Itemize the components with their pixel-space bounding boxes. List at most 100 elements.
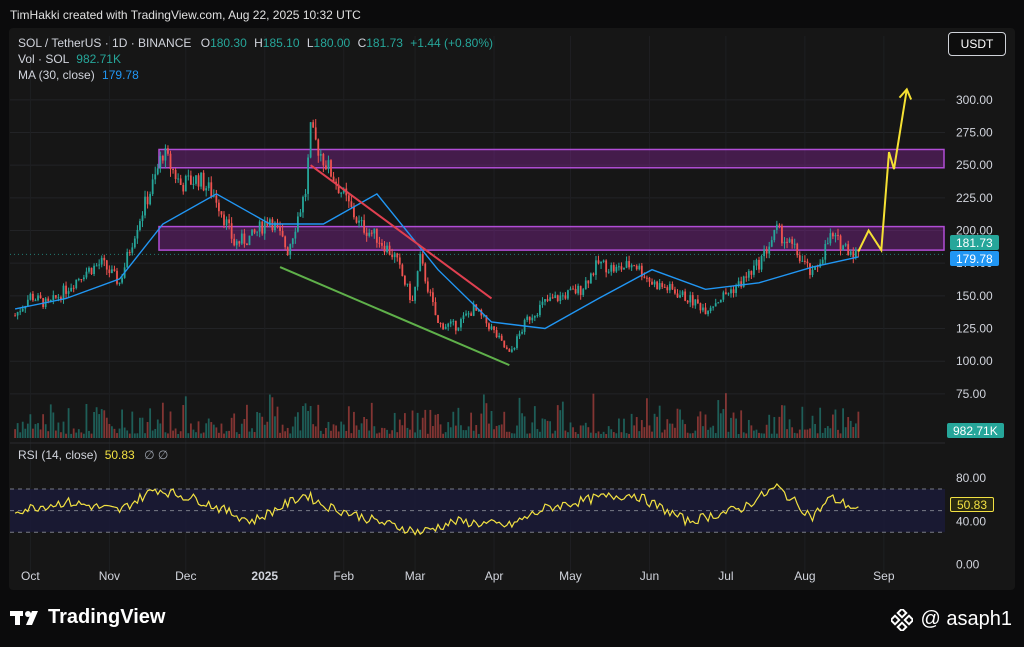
time-tick-label: Nov	[99, 569, 120, 583]
volume-bar	[750, 425, 753, 438]
volume-bar	[454, 425, 457, 438]
tradingview-brand[interactable]: TradingView	[10, 606, 165, 629]
candle-body	[584, 280, 587, 290]
rsi-legend: RSI (14, close) 50.83 ∅ ∅	[18, 448, 168, 462]
candle-body	[195, 175, 197, 184]
candle-body	[80, 279, 83, 281]
candle-body	[82, 277, 85, 280]
candle-body	[29, 293, 32, 300]
candle-body	[133, 238, 136, 248]
volume-bar	[365, 419, 368, 438]
volume-bar	[635, 417, 638, 438]
candle-body	[493, 326, 495, 331]
volume-bar	[296, 412, 299, 438]
candle-body	[712, 306, 715, 308]
volume-bar	[383, 428, 386, 438]
volume-bar	[801, 406, 804, 438]
volume-bar	[477, 433, 480, 438]
volume-bar	[633, 425, 636, 438]
volume-bar	[513, 433, 516, 438]
candle-body	[554, 295, 557, 299]
volume-bar	[824, 428, 827, 438]
volume-bar	[826, 426, 829, 438]
candle-body	[111, 269, 113, 274]
candle-body	[727, 293, 730, 295]
candle-body	[539, 304, 541, 316]
rsi-hidden-icons[interactable]: ∅ ∅	[144, 448, 169, 462]
candle-body	[337, 184, 340, 194]
price-tick-label: 250.00	[956, 158, 993, 172]
volume-bar	[238, 433, 241, 438]
candle-body	[289, 244, 292, 255]
volume-bar	[381, 427, 383, 438]
volume-bar	[218, 432, 220, 438]
candle-body	[268, 219, 271, 226]
volume-bar	[793, 432, 796, 438]
volume-bar	[837, 429, 839, 438]
candle-body	[709, 307, 712, 311]
volume-bar	[210, 422, 213, 438]
volume-bar	[133, 433, 136, 438]
volume-bar	[666, 419, 669, 438]
ma-30-line	[14, 192, 859, 330]
candle-body	[187, 175, 190, 177]
ohlc-close-label: C	[357, 36, 367, 50]
volume-bar	[735, 418, 737, 438]
volume-bar	[796, 433, 799, 438]
candle-body	[518, 333, 521, 337]
candle-body	[365, 232, 368, 236]
volume-bar	[192, 429, 195, 438]
ohlc-close: 181.73	[366, 36, 403, 50]
candle-body	[582, 289, 585, 295]
volume-bar	[409, 429, 411, 438]
candle-body	[314, 127, 317, 140]
candle-body	[694, 299, 697, 306]
candle-body	[251, 229, 253, 236]
candle-body	[717, 302, 720, 304]
time-tick-label: 2025	[251, 569, 278, 583]
candle-body	[447, 323, 450, 327]
candle-body	[722, 292, 725, 300]
candle-body	[421, 253, 424, 264]
candle-body	[154, 174, 157, 180]
candle-body	[414, 286, 416, 301]
candle-body	[508, 349, 511, 352]
candle-body	[510, 349, 513, 352]
candle-body	[452, 320, 455, 322]
volume-bar	[146, 422, 149, 438]
candle-body	[564, 295, 567, 299]
candle-body	[144, 196, 146, 216]
candle-body	[330, 160, 332, 177]
candle-body	[355, 217, 358, 223]
candle-body	[821, 259, 824, 264]
candle-body	[528, 316, 531, 321]
candle-body	[370, 232, 373, 234]
candle-body	[54, 295, 57, 298]
candle-body	[625, 261, 628, 268]
volume-bar	[100, 409, 103, 438]
candle-body	[482, 315, 485, 317]
candle-body	[849, 251, 852, 256]
volume-bar	[355, 425, 358, 438]
candle-body	[798, 255, 801, 262]
candle-body	[57, 297, 60, 299]
volume-bar	[684, 424, 687, 438]
candle-body	[620, 266, 623, 270]
volume-bar	[123, 427, 126, 438]
price-zone	[158, 148, 945, 169]
candle-body	[495, 330, 498, 338]
ohlc-high-label: H	[254, 36, 263, 50]
candle-body	[223, 214, 225, 226]
candle-body	[745, 276, 748, 278]
volume-bar	[60, 432, 62, 438]
volume-bar	[612, 432, 615, 438]
volume-bar	[332, 424, 335, 438]
candle-body	[62, 285, 65, 300]
volume-bar	[472, 430, 475, 438]
volume-bar	[111, 426, 113, 438]
volume-bar	[375, 433, 378, 438]
currency-button[interactable]: USDT	[948, 32, 1006, 56]
volume-bar	[775, 433, 778, 438]
candle-body	[128, 252, 131, 254]
